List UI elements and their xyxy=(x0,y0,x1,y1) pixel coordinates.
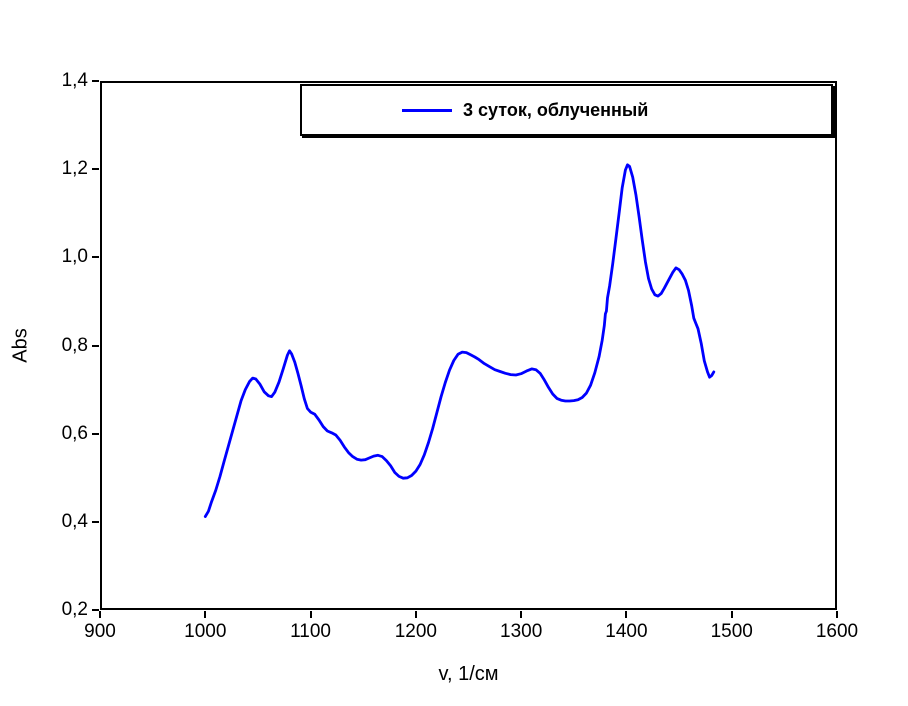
y-tick-mark xyxy=(92,432,99,435)
y-tick-mark xyxy=(92,80,99,82)
y-tick-mark xyxy=(92,344,99,347)
x-axis-title: v, 1/см xyxy=(438,663,499,685)
plot-area xyxy=(100,81,837,610)
legend: 3 суток, облученный xyxy=(300,84,833,136)
x-tick-label: 1300 xyxy=(500,621,543,642)
x-tick-label: 1000 xyxy=(184,621,227,642)
y-tick-mark xyxy=(92,256,99,259)
y-tick-label: 1,4 xyxy=(61,70,88,91)
x-tick-label: 900 xyxy=(84,621,116,642)
x-tick-mark xyxy=(204,611,207,618)
x-tick-mark xyxy=(730,611,733,618)
x-tick-label: 1600 xyxy=(815,621,859,642)
y-tick-label: 1,0 xyxy=(61,246,88,268)
x-tick-label: 1400 xyxy=(605,621,648,642)
y-tick-label: 1,2 xyxy=(61,158,88,180)
y-tick-label: 0,4 xyxy=(61,510,88,532)
x-tick-mark xyxy=(99,611,101,618)
y-tick-mark xyxy=(92,609,99,611)
x-tick-label: 1200 xyxy=(394,621,437,642)
spectrum-curve xyxy=(203,163,716,518)
x-tick-mark xyxy=(836,611,838,618)
plot-frame xyxy=(100,81,837,610)
y-tick-label: 0,6 xyxy=(61,422,88,444)
x-tick-mark xyxy=(414,611,417,618)
x-tick-label: 1100 xyxy=(290,621,331,642)
y-tick-mark xyxy=(92,520,99,523)
legend-label: 3 суток, облученный xyxy=(463,99,649,120)
x-tick-mark xyxy=(625,611,628,618)
x-tick-mark xyxy=(520,611,523,618)
y-axis-title: Abs xyxy=(9,328,32,363)
x-tick-label: 1500 xyxy=(710,621,753,642)
y-tick-label: 0,2 xyxy=(61,599,88,620)
legend-line-sample xyxy=(402,108,452,112)
y-tick-mark xyxy=(92,168,99,171)
y-tick-label: 0,8 xyxy=(61,334,88,356)
x-tick-mark xyxy=(309,611,312,618)
